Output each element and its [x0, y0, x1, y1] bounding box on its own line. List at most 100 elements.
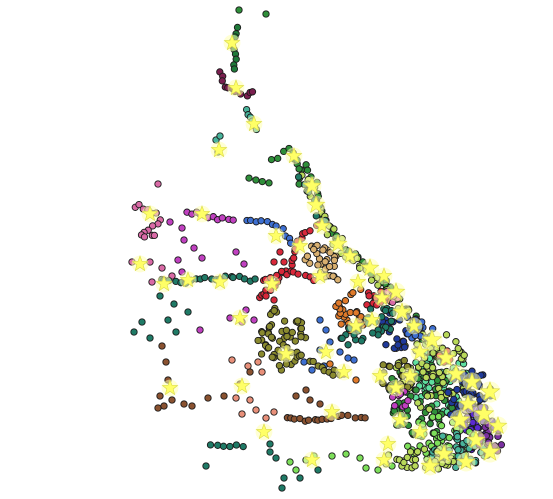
point-marker-olive-central	[288, 328, 296, 337]
point-marker-blue-central	[350, 356, 358, 364]
point-marker-yellow-green-coast	[403, 453, 411, 462]
point-marker-violet-east	[473, 424, 482, 432]
point-marker-tan-central	[310, 245, 318, 254]
point-marker-olive-central	[297, 351, 305, 359]
point-marker-teal-central	[338, 334, 346, 343]
point-marker-magenta-west	[196, 326, 204, 334]
star-marker	[488, 416, 508, 436]
point-marker-salmon-south	[258, 368, 266, 376]
star-marker	[285, 147, 303, 165]
point-marker-navy-east	[394, 341, 402, 349]
point-marker-mint-east	[425, 384, 433, 392]
star-marker	[233, 377, 251, 395]
point-marker-pink-west	[154, 180, 162, 188]
star-marker	[473, 403, 495, 425]
star-marker	[155, 275, 173, 293]
point-marker-lime-south	[356, 454, 364, 462]
point-marker-navy-east	[453, 385, 461, 394]
point-marker-teal-central	[266, 440, 274, 448]
point-marker-teal-central	[206, 441, 215, 449]
point-marker-teal-central	[146, 334, 154, 342]
point-marker-brown-south	[162, 358, 170, 366]
point-marker-magenta-west	[229, 216, 237, 224]
point-marker-magenta-west	[166, 218, 174, 226]
star-marker	[223, 34, 241, 52]
point-marker-teal-central	[172, 328, 180, 336]
point-marker-lime-south	[437, 422, 446, 430]
star-marker	[391, 411, 409, 429]
point-marker-teal-central	[170, 300, 178, 308]
star-marker	[141, 205, 159, 223]
point-marker-blue-central	[344, 354, 352, 362]
point-marker-yellow-green-coast	[452, 338, 460, 346]
point-marker-tan-central	[334, 276, 342, 284]
point-marker-green-coast	[267, 155, 276, 164]
point-marker-yellow-green-coast	[437, 393, 445, 402]
point-marker-brown-south	[316, 400, 324, 408]
point-marker-orange-central	[352, 309, 360, 317]
point-marker-teal-central	[366, 305, 375, 313]
point-marker-red-central	[262, 292, 270, 300]
point-marker-olive-central	[265, 322, 274, 331]
point-marker-brown-south	[188, 402, 196, 410]
star-marker	[479, 381, 501, 403]
point-marker-teal-upper	[454, 446, 462, 454]
point-marker-lime-south	[433, 439, 442, 447]
point-marker-teal-central	[296, 474, 304, 482]
point-marker-yellow-green-coast	[460, 351, 468, 359]
point-marker-salmon-south	[246, 396, 254, 404]
star-marker	[323, 403, 341, 421]
point-marker-lime-south	[404, 442, 412, 450]
point-marker-brown-south	[168, 396, 176, 404]
point-marker-pink-west	[150, 231, 159, 240]
point-marker-yellow-green-coast	[374, 281, 382, 289]
point-markers	[128, 6, 506, 492]
point-marker-red-central	[290, 254, 298, 262]
point-marker-magenta-west	[180, 236, 188, 244]
point-marker-teal-upper	[453, 433, 462, 441]
point-marker-pink-west	[148, 222, 157, 230]
point-marker-olive-central	[297, 333, 305, 341]
point-marker-teal-central	[130, 328, 138, 336]
star-marker	[245, 115, 263, 133]
point-marker-olive-central	[297, 324, 306, 333]
point-marker-teal-central	[202, 462, 210, 470]
star-markers	[131, 34, 508, 476]
point-marker-teal-central	[164, 316, 172, 324]
point-marker-lime-south	[430, 429, 438, 437]
point-marker-brown-south	[154, 404, 162, 412]
star-marker	[436, 348, 456, 368]
point-marker-green-coast	[258, 177, 266, 186]
point-marker-blue-central	[257, 217, 265, 225]
point-marker-navy-east	[476, 396, 484, 404]
point-marker-red-central	[294, 270, 302, 278]
star-marker	[255, 423, 273, 441]
point-marker-north-spur	[233, 23, 242, 32]
point-marker-yellow-green-coast	[330, 225, 338, 233]
point-marker-olive-central	[394, 361, 403, 370]
point-marker-yellow-green-coast	[414, 399, 422, 407]
point-marker-teal-upper	[439, 432, 447, 440]
point-marker-olive-central	[264, 344, 273, 352]
star-marker	[328, 234, 348, 254]
point-marker-red-central	[277, 267, 286, 276]
point-marker-green-coast	[265, 179, 273, 187]
star-marker	[193, 205, 211, 223]
point-marker-yellow-green-coast	[429, 349, 437, 357]
star-marker	[466, 430, 486, 450]
star-marker	[161, 379, 179, 397]
point-marker-teal-central	[251, 275, 259, 283]
star-marker	[311, 267, 329, 285]
point-marker-teal-central	[214, 441, 222, 449]
point-marker-navy-east	[450, 395, 458, 403]
point-marker-teal-central	[138, 318, 146, 326]
point-marker-brown-south	[180, 400, 188, 408]
point-marker-magenta-west	[198, 254, 206, 262]
point-marker-magenta-west	[391, 402, 399, 410]
point-marker-violet-east	[469, 418, 477, 427]
point-marker-teal-central	[344, 341, 352, 349]
point-marker-salmon-south	[252, 406, 260, 414]
point-marker-blue-central	[336, 348, 344, 356]
point-marker-tan-central	[325, 262, 334, 271]
